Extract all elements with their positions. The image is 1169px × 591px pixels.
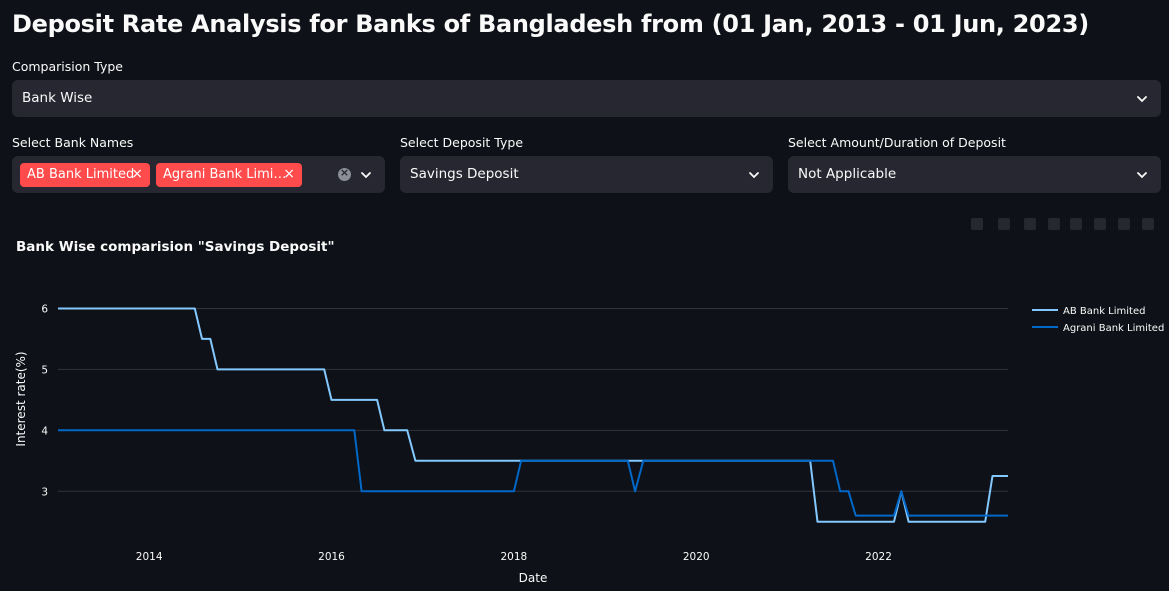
zoom-in-icon[interactable] — [1048, 218, 1060, 230]
y-tick-labels: 3 4 5 6 — [41, 303, 48, 498]
y-tick-label: 5 — [41, 364, 48, 376]
chevron-down-icon[interactable] — [1136, 93, 1148, 105]
bank-tag-ab-label: AB Bank Limited — [27, 167, 135, 182]
zoom-icon[interactable] — [998, 218, 1010, 230]
bank-names-multiselect[interactable]: AB Bank Limited × Agrani Bank Limi… × × — [12, 156, 385, 193]
x-tick-label: 2014 — [136, 551, 163, 563]
bank-names-label: Select Bank Names — [12, 135, 134, 150]
series-line-0[interactable] — [58, 307, 1008, 523]
y-tick-label: 3 — [41, 486, 48, 498]
amount-duration-value: Not Applicable — [798, 166, 897, 182]
clear-icon[interactable]: × — [338, 166, 351, 181]
autoscale-icon[interactable] — [1094, 218, 1106, 230]
chart-legend: AB Bank Limited Agrani Bank Limited — [1032, 306, 1164, 334]
chart-series — [58, 307, 1008, 523]
x-axis-label: Date — [519, 571, 548, 585]
y-tick-label: 4 — [41, 425, 48, 437]
comparison-type-select[interactable]: Bank Wise — [12, 80, 1161, 117]
reset-axes-icon[interactable] — [1118, 218, 1130, 230]
amount-duration-select[interactable]: Not Applicable — [788, 156, 1161, 193]
x-tick-label: 2018 — [500, 551, 527, 563]
close-icon[interactable]: × — [283, 166, 295, 182]
chevron-down-icon[interactable] — [748, 169, 760, 181]
deposit-type-select[interactable]: Savings Deposit — [400, 156, 773, 193]
x-tick-label: 2020 — [683, 551, 710, 563]
series-line-1[interactable] — [58, 429, 1008, 517]
legend-label[interactable]: Agrani Bank Limited — [1063, 323, 1164, 334]
deposit-type-value: Savings Deposit — [410, 166, 519, 182]
camera-icon[interactable] — [971, 218, 983, 230]
y-axis-label: Interest rate(%) — [14, 351, 28, 446]
legend-label[interactable]: AB Bank Limited — [1063, 306, 1145, 317]
bank-tag-agrani[interactable]: Agrani Bank Limi… × — [156, 163, 302, 187]
chevron-down-icon[interactable] — [360, 169, 372, 181]
x-tick-labels: 2014 2016 2018 2020 2022 — [136, 551, 892, 563]
page-title: Deposit Rate Analysis for Banks of Bangl… — [12, 10, 1089, 38]
comparison-type-label: Comparision Type — [12, 59, 123, 74]
fullscreen-icon[interactable] — [1142, 218, 1154, 230]
deposit-type-label: Select Deposit Type — [400, 135, 524, 150]
zoom-out-icon[interactable] — [1070, 218, 1082, 230]
x-tick-label: 2022 — [865, 551, 892, 563]
bank-tag-ab[interactable]: AB Bank Limited × — [20, 163, 150, 187]
bank-tag-agrani-label: Agrani Bank Limi… — [163, 167, 287, 182]
pan-icon[interactable] — [1024, 218, 1036, 230]
x-tick-label: 2016 — [318, 551, 345, 563]
chart-title: Bank Wise comparision "Savings Deposit" — [16, 239, 335, 255]
amount-duration-label: Select Amount/Duration of Deposit — [788, 135, 1006, 150]
chevron-down-icon[interactable] — [1136, 169, 1148, 181]
y-tick-label: 6 — [41, 303, 48, 315]
comparison-type-value: Bank Wise — [22, 90, 93, 106]
close-icon[interactable]: × — [131, 166, 143, 182]
